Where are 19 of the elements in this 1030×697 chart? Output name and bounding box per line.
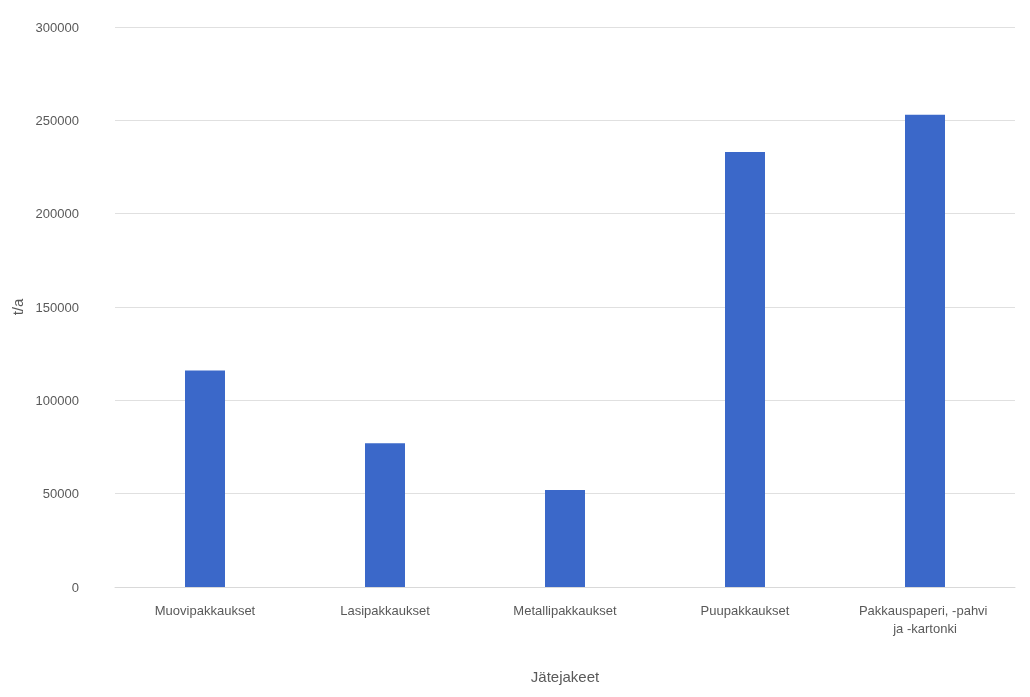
y-tick-label: 0 bbox=[71, 579, 79, 595]
x-tick-label: Muovipakkaukset bbox=[154, 602, 256, 618]
y-tick-label: 50000 bbox=[42, 486, 79, 502]
bar bbox=[545, 489, 585, 587]
x-tick-label: Lasipakkaukset bbox=[340, 602, 431, 618]
y-tick-label: 300000 bbox=[35, 19, 79, 35]
bar bbox=[365, 443, 405, 587]
x-tick-label: Puupakkaukset bbox=[700, 602, 790, 618]
bar bbox=[185, 370, 225, 587]
y-tick-label: 100000 bbox=[35, 392, 79, 408]
x-tick-label: Metallipakkaukset bbox=[513, 602, 618, 618]
y-tick-label: 250000 bbox=[35, 112, 79, 128]
y-axis-title: t/a bbox=[8, 298, 26, 316]
x-axis-title: Jätejakeet bbox=[530, 668, 601, 685]
y-tick-label: 150000 bbox=[35, 299, 79, 315]
bar bbox=[905, 114, 945, 587]
y-tick-label: 200000 bbox=[35, 206, 79, 222]
bar bbox=[725, 152, 765, 587]
x-tick-label: Pakkauspaperi, -pahvi ja -kartonki bbox=[858, 602, 992, 636]
